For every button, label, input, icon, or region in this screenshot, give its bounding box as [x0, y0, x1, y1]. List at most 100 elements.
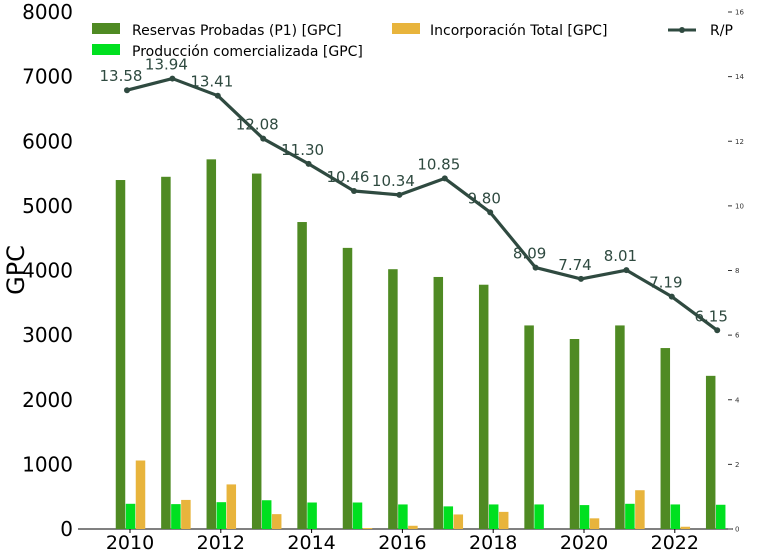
legend-label: Incorporación Total [GPC]	[430, 23, 607, 39]
incorporation-bar	[680, 526, 691, 529]
rp-point	[169, 75, 176, 82]
rp-data-label: 10.46	[327, 168, 370, 186]
rp-data-label: 13.94	[145, 56, 188, 74]
legend-label: Reservas Probadas (P1) [GPC]	[132, 23, 342, 39]
rp-point	[396, 191, 403, 198]
reserves-bar	[115, 180, 126, 529]
production-bar	[625, 503, 635, 529]
production-bar	[125, 503, 136, 529]
rp-point	[487, 209, 494, 216]
incorporation-bar	[271, 514, 282, 529]
x-tick-label: 2016	[378, 532, 426, 554]
legend-swatch	[92, 23, 120, 34]
rp-data-label: 10.85	[417, 155, 460, 173]
y2-tick-label: 0	[735, 526, 739, 534]
reserves-bar	[615, 325, 625, 529]
y2-tick-label: 6	[735, 332, 740, 340]
incorporation-bar	[589, 518, 600, 529]
production-bar	[443, 506, 454, 529]
incorporation-bar	[226, 484, 237, 529]
y2-tick-label: 2	[735, 461, 739, 469]
legend-swatch	[92, 44, 120, 55]
rp-data-label: 13.58	[100, 67, 143, 85]
y-tick-label: 8000	[22, 0, 73, 24]
production-bar	[579, 505, 590, 529]
y-tick-label: 1000	[22, 452, 73, 476]
incorporation-bar	[453, 514, 464, 529]
production-bar	[307, 502, 317, 529]
production-bar	[171, 504, 181, 529]
y-tick-label: 7000	[22, 65, 73, 89]
y-tick-label: 3000	[22, 323, 73, 347]
rp-point	[578, 275, 584, 282]
production-bar	[670, 504, 681, 529]
y-tick-label: 6000	[22, 129, 73, 153]
reserves-bar	[297, 222, 307, 529]
y2-tick-label: 4	[735, 396, 740, 404]
rp-data-label: 12.08	[236, 116, 279, 134]
x-tick-label: 2018	[469, 532, 517, 554]
legend: Reservas Probadas (P1) [GPC] Producción c…	[92, 23, 733, 60]
rp-point	[214, 92, 221, 99]
incorporation-bar	[408, 525, 418, 529]
x-tick-label: 2022	[651, 532, 699, 554]
production-bar	[352, 502, 363, 529]
rp-point	[260, 135, 267, 142]
bars-group	[115, 159, 726, 529]
y-tick-label: 4000	[22, 259, 73, 283]
rp-data-label: 7.74	[558, 256, 591, 274]
production-bar	[261, 500, 272, 529]
rp-point	[305, 160, 312, 167]
axes-group: 0 1000 2000 3000 4000 5000 6000 7000 8000 GPC 0 2 4 6…	[2, 0, 744, 554]
production-bar	[488, 504, 499, 529]
incorporation-bar	[135, 460, 146, 529]
x-tick-label: 2014	[287, 532, 335, 554]
reserves-bar	[161, 176, 171, 529]
legend-swatch	[392, 23, 420, 34]
incorporation-bar	[362, 528, 373, 529]
y2-tick-label: 16	[735, 9, 744, 17]
y2-tick-label: 8	[735, 267, 739, 275]
rp-point	[714, 327, 721, 334]
rp-point	[124, 87, 130, 94]
rp-data-label: 10.34	[372, 172, 415, 190]
production-bar	[715, 504, 726, 529]
x-tick-label: 2020	[560, 532, 608, 554]
y-tick-label: 5000	[22, 194, 73, 218]
incorporation-bar	[181, 499, 191, 529]
rp-point	[623, 267, 630, 274]
reserves-bar	[251, 173, 262, 529]
rp-data-label: 8.01	[604, 247, 637, 265]
reserves-bar	[705, 375, 716, 529]
reserves-bar	[342, 247, 353, 529]
reserves-bar	[569, 339, 580, 529]
legend-line-marker	[679, 27, 685, 33]
rp-data-label: 13.41	[190, 73, 233, 91]
reserves-bar	[433, 276, 444, 529]
production-bar	[216, 502, 227, 529]
production-bar	[398, 504, 408, 529]
rp-data-label: 9.80	[467, 189, 500, 207]
incorporation-bar	[635, 490, 645, 529]
rp-point	[532, 264, 539, 271]
rp-data-label: 8.09	[513, 245, 546, 263]
production-bar	[534, 504, 544, 529]
rp-data-label: 6.15	[694, 307, 727, 325]
legend-label: Producción comercializada [GPC]	[132, 44, 363, 60]
rp-point	[351, 188, 357, 195]
incorporation-bar	[498, 511, 509, 529]
reserves-bar	[206, 159, 217, 529]
y-axis-title: GPC	[2, 245, 30, 295]
y-tick-label: 0	[60, 517, 73, 541]
x-tick-label: 2010	[106, 532, 154, 554]
reserves-bar	[660, 348, 671, 529]
reserves-bar	[388, 269, 398, 529]
legend-label: R/P	[710, 23, 733, 39]
y2-tick-label: 12	[735, 138, 744, 146]
rp-data-label: 7.19	[649, 274, 682, 292]
reserves-bar	[478, 284, 489, 529]
rp-line	[126, 76, 719, 332]
